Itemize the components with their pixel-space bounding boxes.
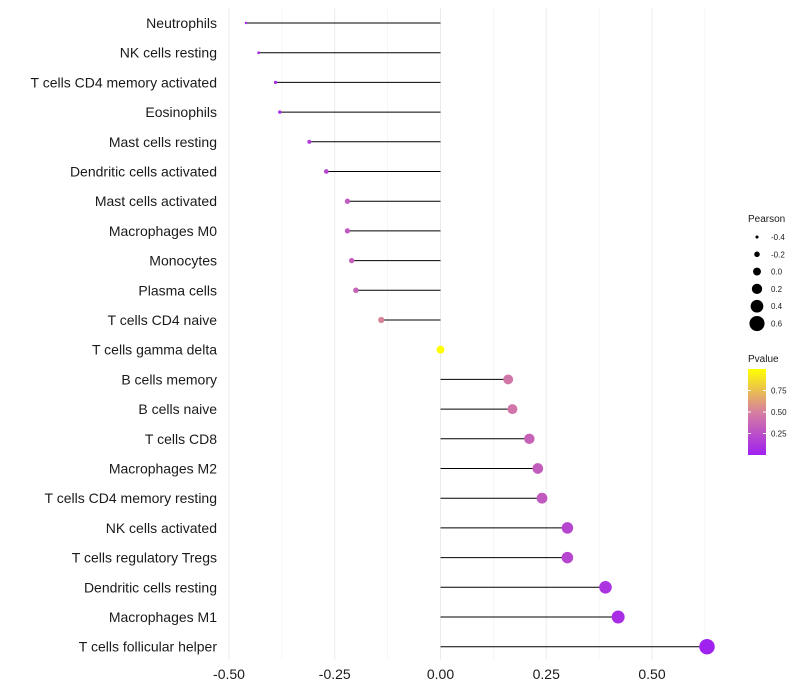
dot-layer	[244, 21, 715, 655]
lollipop-dot	[344, 198, 351, 204]
color-legend-label: 0.50	[771, 408, 787, 417]
lollipop-dot	[257, 51, 260, 55]
size-legend-label: 0.0	[771, 268, 783, 277]
size-legend-title: Pearson	[748, 214, 785, 225]
category-label: Macrophages M1	[109, 609, 217, 625]
size-legend-label: -0.4	[771, 233, 785, 242]
lollipop-dot	[524, 433, 535, 445]
x-tick-label: 0.25	[533, 666, 560, 682]
category-label: Monocytes	[149, 253, 217, 269]
category-label: Eosinophils	[145, 104, 217, 120]
category-label: T cells follicular helper	[79, 639, 218, 655]
category-label: Dendritic cells resting	[84, 579, 217, 595]
x-tick-label: 0.00	[427, 666, 454, 682]
x-tick-label: 0.50	[638, 666, 665, 682]
category-label: B cells naive	[138, 401, 217, 417]
category-label: Macrophages M2	[109, 461, 217, 477]
pvalue-color-legend: Pvalue 0.75 0.50 0.25	[748, 354, 787, 455]
category-label: NK cells resting	[120, 45, 217, 61]
lollipop-dot	[699, 638, 715, 655]
size-legend-dot	[751, 283, 763, 295]
pvalue-colorbar	[748, 369, 766, 455]
lollipop-dot	[436, 345, 445, 354]
size-legend-dot	[755, 235, 759, 239]
size-legend-label: 0.4	[771, 302, 783, 311]
size-legend-label: 0.2	[771, 285, 783, 294]
lollipop-dot	[307, 139, 312, 144]
stem-layer	[245, 22, 707, 648]
lollipop-dot	[507, 404, 518, 415]
category-label: Mast cells activated	[95, 193, 217, 209]
x-tick-label: -0.25	[319, 666, 351, 682]
color-legend-title: Pvalue	[748, 354, 779, 365]
category-label: NK cells activated	[106, 520, 217, 536]
category-label: Neutrophils	[146, 15, 217, 31]
category-label: B cells memory	[121, 371, 217, 387]
category-labels: Neutrophils NK cells resting T cells CD4 m…	[31, 15, 218, 655]
category-label: T cells CD8	[145, 431, 217, 447]
size-legend-label: 0.6	[771, 320, 783, 329]
grid-layer	[228, 8, 706, 660]
lollipop-dot	[561, 522, 574, 534]
size-legend-label: -0.2	[771, 250, 785, 259]
color-legend-label: 0.25	[771, 430, 787, 439]
category-label: Mast cells resting	[109, 134, 217, 150]
pearson-size-legend: Pearson -0.4 -0.2 0.0 0.2 0.4 0.6	[748, 214, 785, 332]
category-label: Plasma cells	[138, 282, 217, 298]
lollipop-dot	[503, 374, 514, 385]
x-axis-ticks: -0.50 -0.25 0.00 0.25 0.50	[213, 666, 666, 682]
size-legend-dot	[749, 315, 765, 332]
lollipop-dot	[273, 80, 278, 85]
color-legend-label: 0.75	[771, 387, 787, 396]
lollipop-dot	[378, 316, 385, 324]
size-legend-dot	[753, 267, 761, 276]
category-label: T cells CD4 naive	[108, 312, 218, 328]
category-label: Macrophages M0	[109, 223, 217, 239]
lollipop-dot	[278, 110, 282, 114]
lollipop-dot	[536, 492, 548, 504]
lollipop-dot	[244, 21, 248, 25]
category-label: T cells CD4 memory activated	[31, 74, 217, 90]
lollipop-dot	[532, 463, 544, 474]
lollipop-dot	[611, 610, 625, 624]
size-legend-dot	[754, 251, 760, 258]
x-tick-label: -0.50	[213, 666, 245, 682]
lollipop-dot	[344, 228, 351, 234]
lollipop-dot	[599, 581, 612, 594]
lollipop-dot	[323, 169, 329, 174]
category-label: T cells CD4 memory resting	[45, 490, 217, 506]
lollipop-dot	[353, 287, 359, 294]
size-legend-dot	[750, 299, 764, 313]
category-label: T cells regulatory Tregs	[72, 550, 217, 566]
category-label: T cells gamma delta	[92, 342, 217, 358]
lollipop-dot	[348, 257, 355, 264]
category-label: Dendritic cells activated	[70, 164, 217, 180]
lollipop-dot	[561, 551, 574, 564]
